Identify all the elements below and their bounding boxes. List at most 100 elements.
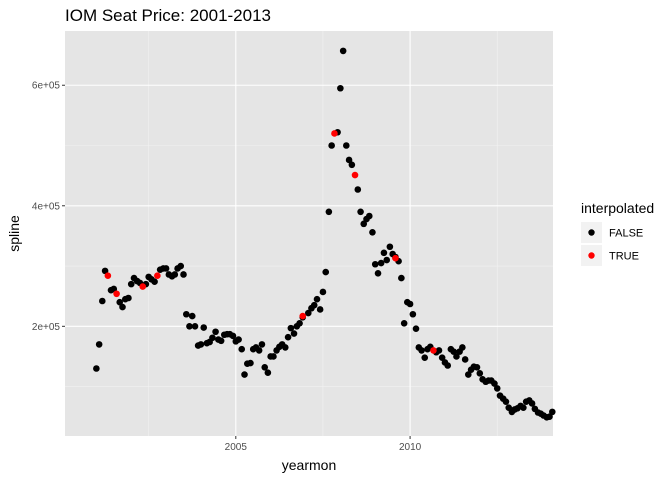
data-point-false [287,324,295,332]
data-point-false [549,408,556,416]
data-point-true [331,130,338,137]
y-axis-title: spline [6,215,22,252]
data-point-true [113,290,120,298]
data-point-false [343,142,350,149]
y-axis-ticks: 2e+05 4e+05 6e+05 [32,81,65,333]
legend-label-true: TRUE [609,251,639,263]
data-point-false [348,161,356,169]
data-point-false [284,333,292,341]
y-tick-label: 6e+05 [32,81,61,92]
data-point-false [296,320,303,327]
data-point-false [247,359,254,367]
data-point-true [351,171,359,179]
data-point-false [386,243,394,251]
data-point-false [180,271,187,278]
data-point-false [473,363,481,371]
data-point-false [354,186,362,193]
data-point-false [264,369,272,377]
legend-swatch-false [588,229,595,236]
data-point-false [435,347,443,354]
data-point-false [171,271,179,278]
data-point-false [450,348,457,355]
data-point-false [360,220,368,228]
data-point-false [418,347,425,354]
data-point-false [412,325,420,333]
data-point-false [101,267,109,275]
data-point-false [310,301,318,309]
data-point-false [319,288,327,296]
legend-title: interpolated [581,200,654,216]
data-point-false [116,298,124,306]
data-point-false [546,413,553,421]
data-point-false [209,334,216,342]
data-point-false [491,380,498,387]
data-point-true [154,272,161,279]
data-point-false [339,47,347,55]
data-point-false [476,370,484,377]
data-point-false [270,353,277,360]
data-point-false [186,323,193,330]
data-point-true [299,312,307,320]
data-point-false [400,320,408,327]
data-point-false [261,363,269,371]
data-point-false [345,156,353,164]
data-point-false [125,294,132,302]
data-point-false [235,336,242,343]
data-point-false [520,404,527,411]
data-point-false [371,260,379,268]
data-point-false [177,262,185,270]
chart-title: IOM Seat Price: 2001-2013 [65,6,271,25]
data-point-false [380,249,388,257]
data-point-false [110,285,118,293]
data-point-false [374,269,382,277]
data-point-false [191,323,199,330]
legend: interpolated FALSE TRUE [581,200,654,266]
data-point-false [99,297,106,305]
x-tick-label: 2005 [225,442,248,453]
y-tick-label: 2e+05 [32,322,61,333]
data-point-false [357,208,364,216]
data-point-false [95,341,103,348]
data-point-false [127,280,135,288]
data-point-false [406,300,414,308]
data-point-true [139,283,147,290]
data-point-false [528,400,536,407]
x-axis-title: yearmon [282,457,336,473]
data-point-false [313,295,321,303]
data-point-false [258,341,266,348]
data-point-false [162,265,170,272]
y-tick-label: 4e+05 [32,201,61,212]
data-point-false [398,274,405,282]
data-point-false [366,212,373,220]
legend-label-false: FALSE [609,228,643,240]
data-point-false [197,341,205,348]
data-point-false [438,354,446,361]
legend-swatch-true [588,252,595,259]
data-point-false [238,345,246,353]
data-point-false [328,142,335,149]
data-point-false [421,354,429,361]
data-point-false [502,398,510,405]
data-point-false [337,84,344,92]
data-point-false [369,228,376,236]
data-point-false [151,278,158,286]
data-point-false [241,371,248,378]
data-point-false [229,332,237,340]
data-point-false [93,365,100,372]
data-point-true [430,347,437,354]
x-tick-label: 2010 [399,442,422,453]
data-point-false [200,324,208,331]
data-point-false [217,337,225,345]
data-point-false [383,256,391,264]
data-point-false [316,306,324,313]
major-gridlines [65,31,553,436]
data-point-false [461,356,469,363]
data-point-true [104,272,112,279]
data-point-false [377,259,385,267]
data-point-false [119,303,126,311]
data-point-false [255,347,263,354]
data-point-false [459,344,466,351]
data-point-false [465,371,472,378]
data-point-false [212,328,219,336]
